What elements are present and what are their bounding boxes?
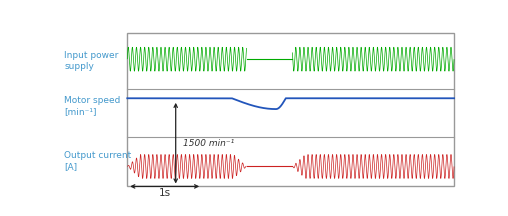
Text: Output current
[A]: Output current [A] <box>65 151 132 172</box>
Text: Input power
supply: Input power supply <box>65 51 119 71</box>
Text: 1500 min⁻¹: 1500 min⁻¹ <box>183 139 234 148</box>
Text: Motor speed
[min⁻¹]: Motor speed [min⁻¹] <box>65 96 121 116</box>
Text: 1s: 1s <box>158 188 171 198</box>
Bar <box>128 33 454 186</box>
